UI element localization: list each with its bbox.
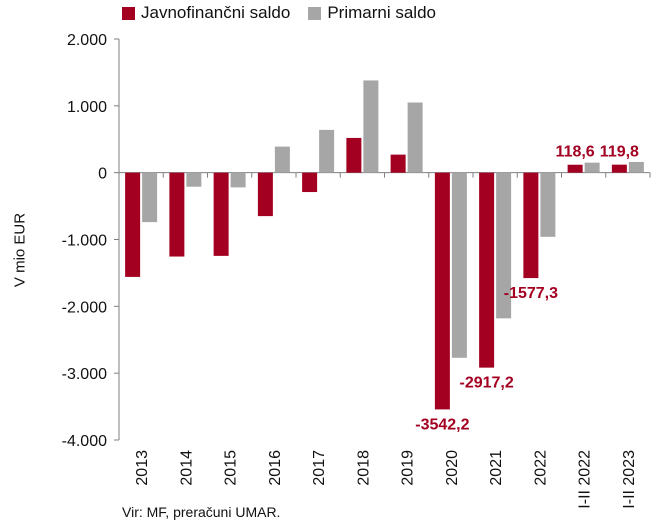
bar-javnofinancni: [302, 172, 318, 193]
bar-primarni: [407, 102, 423, 173]
data-label: -3542,2: [415, 416, 469, 433]
source-note: Vir: MF, preračuni UMAR.: [122, 504, 281, 520]
legend-item-javnofinancni: Javnofinančni saldo: [122, 3, 290, 23]
x-tick-label: I-II 2023: [621, 450, 638, 509]
data-label: -2917,2: [459, 375, 513, 392]
bar-primarni: [363, 80, 379, 173]
legend-swatch-javnofinancni: [122, 6, 135, 20]
bar-javnofinancni: [479, 172, 495, 368]
bar-primarni: [584, 162, 600, 173]
x-tick-label: 2014: [178, 450, 195, 486]
x-tick-label: 2021: [488, 450, 505, 486]
bar-javnofinancni: [125, 172, 141, 277]
y-tick-label: -4.000: [62, 433, 107, 450]
legend: Javnofinančni saldo Primarni saldo: [122, 3, 454, 23]
bar-javnofinancni: [523, 172, 539, 279]
bar-javnofinancni: [434, 172, 450, 410]
bar-primarni: [230, 172, 246, 188]
bar-primarni: [496, 172, 512, 319]
bar-primarni: [186, 172, 202, 187]
bar-javnofinancni: [257, 172, 273, 217]
bar-javnofinancni: [567, 164, 583, 173]
bar-javnofinancni: [169, 172, 185, 257]
bar-primarni: [319, 129, 335, 173]
y-tick-label: 2.000: [67, 32, 107, 49]
bar-primarni: [142, 172, 158, 223]
legend-label-javnofinancni: Javnofinančni saldo: [141, 3, 291, 22]
data-label: 118,6: [556, 144, 595, 161]
x-tick-label: 2017: [311, 450, 328, 486]
y-tick-label: -2.000: [62, 299, 107, 316]
bar-javnofinancni: [611, 164, 627, 173]
data-label: 119,8: [600, 144, 639, 161]
y-tick-label: -3.000: [62, 366, 107, 383]
x-tick-label: 2013: [134, 450, 151, 486]
x-tick-label: 2016: [267, 450, 284, 486]
x-tick-label: 2015: [223, 450, 240, 486]
bar-primarni: [540, 172, 556, 237]
legend-label-primarni: Primarni saldo: [327, 3, 436, 22]
y-tick-label: 1.000: [67, 99, 107, 116]
x-tick-label: 2022: [532, 450, 549, 486]
y-tick-label: -1.000: [62, 233, 107, 250]
bar-primarni: [628, 161, 644, 173]
legend-item-primarni: Primarni saldo: [308, 3, 436, 23]
x-tick-label: 2018: [355, 450, 372, 486]
data-label: -1577,3: [504, 285, 558, 302]
x-tick-label: I-II 2022: [577, 450, 594, 509]
x-tick-label: 2019: [400, 450, 417, 486]
bar-javnofinancni: [213, 172, 229, 256]
y-tick-label: 0: [98, 166, 107, 183]
bar-primarni: [274, 146, 290, 173]
x-tick-label: 2020: [444, 450, 461, 486]
bar-javnofinancni: [346, 137, 362, 173]
legend-swatch-primarni: [308, 6, 322, 20]
bar-javnofinancni: [390, 154, 406, 173]
bar-primarni: [451, 172, 467, 358]
